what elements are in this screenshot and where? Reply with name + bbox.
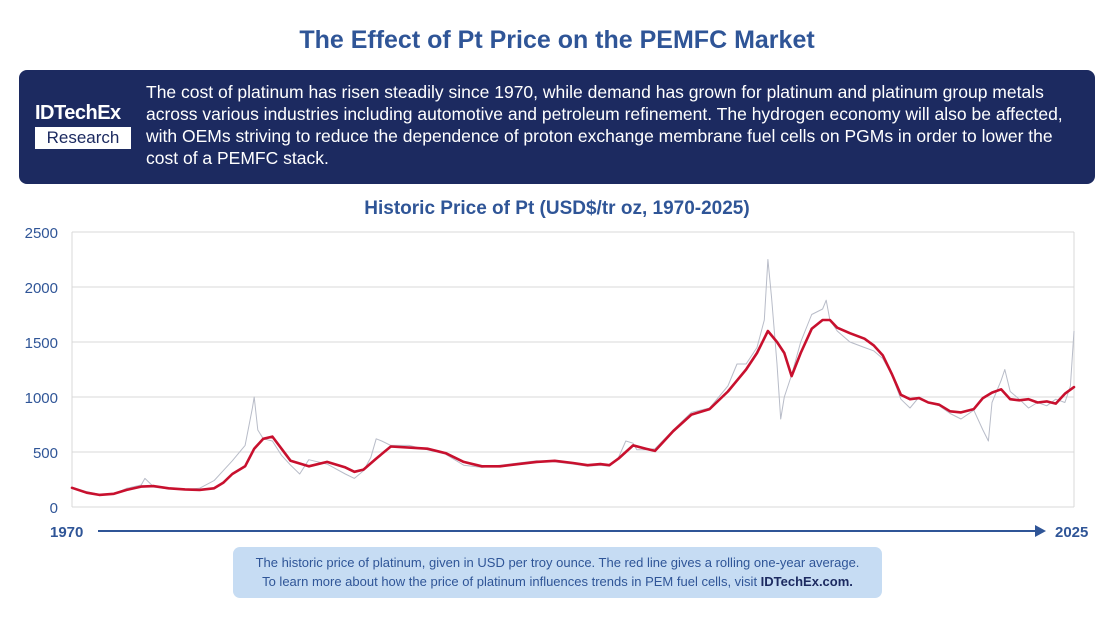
info-banner: IDTechEx Research The cost of platinum h… — [19, 70, 1095, 184]
y-tick-label-2000: 2000 — [25, 280, 58, 297]
x-end-label: 2025 — [1055, 524, 1088, 541]
banner-description: The cost of platinum has risen steadily … — [146, 82, 1063, 168]
series-line-rolling-average — [70, 318, 1076, 497]
y-tick-label-1000: 1000 — [25, 390, 58, 407]
y-tick-label-1500: 1500 — [25, 335, 58, 352]
caption-line-1: The historic price of platinum, given in… — [255, 555, 860, 570]
y-tick-label-2500: 2500 — [25, 225, 58, 242]
y-tick-label-500: 500 — [33, 445, 58, 462]
series-line-daily-price — [71, 259, 1075, 495]
logo-subtitle: Research — [35, 127, 131, 149]
idtechex-link[interactable]: IDTechEx.com. — [760, 574, 853, 589]
chart-title: Historic Price of Pt (USD$/tr oz, 1970-2… — [364, 198, 750, 219]
caption-box: The historic price of platinum, given in… — [233, 547, 882, 598]
price-chart: 0 500 1000 1500 2000 2500 1970 2025 — [25, 225, 1089, 541]
page-title: The Effect of Pt Price on the PEMFC Mark… — [299, 26, 815, 54]
timeline-arrowhead — [1035, 525, 1046, 537]
y-tick-label-0: 0 — [50, 500, 58, 517]
idtechex-logo[interactable]: IDTechEx Research — [35, 102, 131, 149]
caption-line-2: To learn more about how the price of pla… — [233, 572, 882, 591]
logo-wordmark: IDTechEx — [35, 102, 121, 124]
caption-line-2-text: To learn more about how the price of pla… — [262, 574, 761, 589]
x-start-label: 1970 — [50, 524, 83, 541]
